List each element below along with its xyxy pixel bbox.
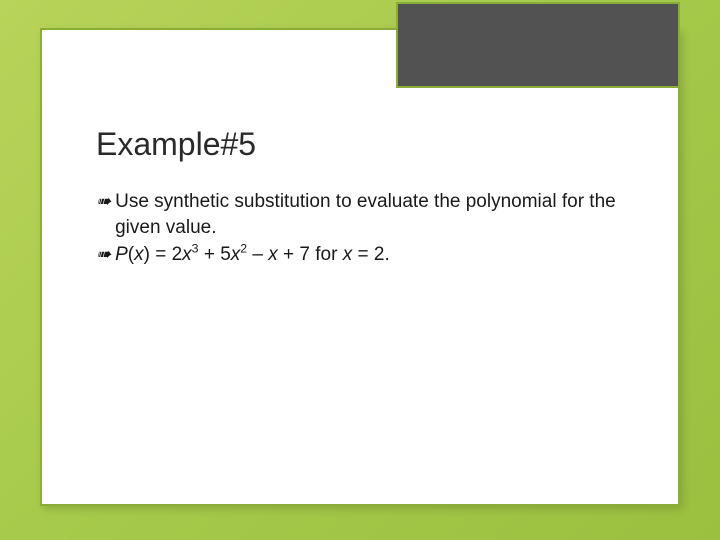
bullet-icon: ➠ [96,242,111,268]
bullet-icon: ➠ [96,189,111,240]
slide-card: Example#5 ➠ Use synthetic substitution t… [40,28,680,506]
slide-heading: Example#5 [96,126,624,163]
slide-content: Example#5 ➠ Use synthetic substitution t… [96,126,624,270]
bullet-text: Use synthetic substitution to evaluate t… [115,189,624,240]
bullet-item: ➠ Use synthetic substitution to evaluate… [96,189,624,240]
title-tab [396,2,680,88]
bullet-item: ➠ P(x) = 2x3 + 5x2 – x + 7 for x = 2. [96,242,624,268]
bullet-text: P(x) = 2x3 + 5x2 – x + 7 for x = 2. [115,242,624,268]
